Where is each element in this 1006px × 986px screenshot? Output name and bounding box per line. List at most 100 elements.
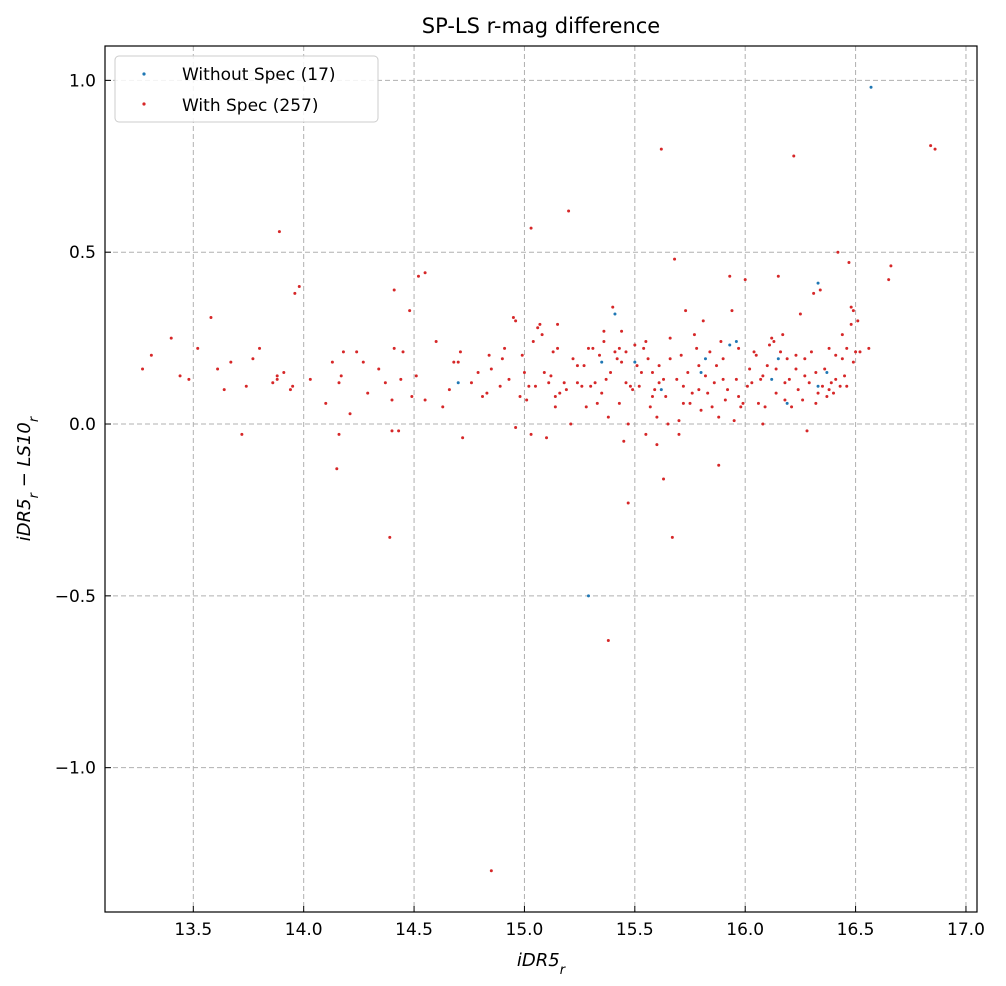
point-with-spec [820, 384, 824, 388]
point-with-spec [410, 395, 414, 399]
point-with-spec [633, 343, 637, 347]
point-with-spec [282, 370, 286, 374]
point-with-spec [816, 391, 820, 395]
point-with-spec [756, 401, 760, 405]
point-with-spec [823, 367, 827, 371]
point-with-spec [697, 364, 701, 368]
point-without-spec [825, 370, 829, 374]
point-with-spec [324, 401, 328, 405]
point-with-spec [812, 291, 816, 295]
point-with-spec [737, 346, 741, 350]
point-with-spec [659, 147, 663, 151]
point-with-spec [750, 381, 754, 385]
point-with-spec [732, 419, 736, 423]
point-with-spec [843, 374, 847, 378]
point-with-spec [834, 377, 838, 381]
point-with-spec [655, 415, 659, 419]
point-with-spec [511, 315, 515, 319]
point-with-spec [258, 346, 262, 350]
point-with-spec [392, 288, 396, 292]
point-with-spec [748, 367, 752, 371]
point-without-spec [600, 360, 604, 364]
point-with-spec [620, 329, 624, 333]
point-with-spec [803, 357, 807, 361]
point-with-spec [178, 374, 182, 378]
point-with-spec [575, 381, 579, 385]
point-with-spec [571, 357, 575, 361]
point-with-spec [556, 346, 560, 350]
point-with-spec [772, 340, 776, 344]
point-with-spec [617, 401, 621, 405]
point-with-spec [688, 401, 692, 405]
point-with-spec [500, 357, 504, 361]
point-with-spec [288, 388, 292, 392]
point-with-spec [520, 353, 524, 357]
point-with-spec [767, 343, 771, 347]
point-with-spec [277, 230, 281, 234]
point-with-spec [383, 381, 387, 385]
point-with-spec [244, 384, 248, 388]
point-with-spec [854, 350, 858, 354]
point-with-spec [662, 377, 666, 381]
point-with-spec [858, 350, 862, 354]
x-tick-label: 13.5 [174, 920, 212, 940]
point-with-spec [697, 388, 701, 392]
point-with-spec [586, 346, 590, 350]
y-tick-label: −1.0 [55, 759, 96, 779]
point-with-spec [553, 405, 557, 409]
point-with-spec [538, 322, 542, 326]
point-with-spec [558, 391, 562, 395]
point-with-spec [794, 353, 798, 357]
point-with-spec [434, 340, 438, 344]
point-with-spec [514, 425, 518, 429]
point-with-spec [677, 419, 681, 423]
x-tick-label: 15.5 [616, 920, 654, 940]
point-with-spec [642, 346, 646, 350]
point-with-spec [856, 319, 860, 323]
point-with-spec [814, 401, 818, 405]
point-with-spec [489, 869, 493, 873]
point-with-spec [829, 381, 833, 385]
point-with-spec [575, 364, 579, 368]
point-with-spec [240, 432, 244, 436]
point-with-spec [209, 315, 213, 319]
point-with-spec [615, 357, 619, 361]
point-with-spec [216, 367, 220, 371]
point-with-spec [807, 381, 811, 385]
point-with-spec [867, 346, 871, 350]
point-with-spec [498, 384, 502, 388]
point-with-spec [580, 384, 584, 388]
point-with-spec [604, 377, 608, 381]
point-with-spec [624, 350, 628, 354]
point-with-spec [458, 350, 462, 354]
point-with-spec [684, 309, 688, 313]
point-with-spec [726, 388, 730, 392]
point-with-spec [851, 309, 855, 313]
point-with-spec [330, 360, 334, 364]
y-tick-label: 1.0 [69, 71, 96, 91]
point-with-spec [489, 367, 493, 371]
point-with-spec [929, 144, 933, 148]
point-with-spec [723, 398, 727, 402]
point-with-spec [739, 405, 743, 409]
point-with-spec [673, 257, 677, 261]
point-with-spec [613, 350, 617, 354]
point-with-spec [169, 336, 173, 340]
point-with-spec [222, 388, 226, 392]
point-with-spec [774, 391, 778, 395]
point-with-spec [646, 357, 650, 361]
point-with-spec [796, 388, 800, 392]
point-with-spec [293, 291, 297, 295]
point-with-spec [657, 381, 661, 385]
point-with-spec [297, 285, 301, 289]
point-with-spec [774, 367, 778, 371]
point-with-spec [553, 395, 557, 399]
point-with-spec [196, 346, 200, 350]
point-with-spec [648, 405, 652, 409]
point-with-spec [827, 346, 831, 350]
point-with-spec [666, 422, 670, 426]
point-with-spec [701, 319, 705, 323]
point-with-spec [602, 340, 606, 344]
point-with-spec [827, 388, 831, 392]
